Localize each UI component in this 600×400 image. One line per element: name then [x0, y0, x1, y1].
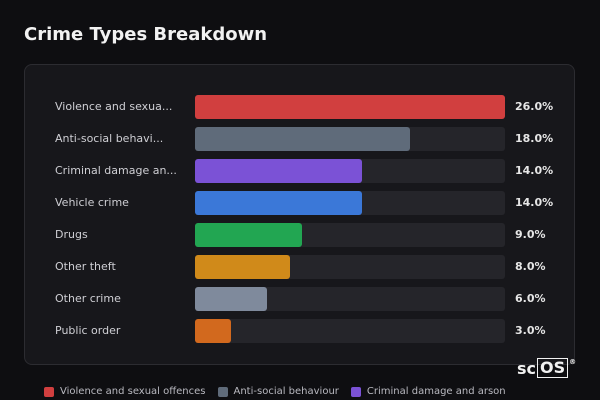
chart-title: Crime Types Breakdown	[24, 24, 268, 45]
legend-swatch	[350, 386, 361, 397]
bar-value-label: 3.0%	[515, 324, 546, 337]
legend-swatch	[217, 386, 228, 397]
bar-label: Violence and sexua...	[55, 100, 173, 113]
legend-item: Violence and sexual offences	[44, 386, 206, 397]
logo-registered-mark: ®	[569, 358, 577, 366]
bar	[195, 255, 291, 279]
legend-item: Criminal damage and arson	[350, 386, 506, 397]
bar-label: Other theft	[55, 260, 116, 273]
bar	[195, 191, 362, 215]
bar-row: Criminal damage an... 14.0%	[25, 159, 574, 183]
bar-track	[195, 191, 505, 215]
scos-logo: sc OS ®	[517, 358, 576, 378]
bar-row: Drugs 9.0%	[25, 223, 574, 247]
bar-label: Anti-social behavi...	[55, 132, 164, 145]
bar-value-label: 9.0%	[515, 228, 546, 241]
bar-row: Violence and sexua... 26.0%	[25, 95, 574, 119]
logo-text: sc	[517, 358, 537, 378]
chart-panel: Violence and sexua... 26.0% Anti-social be…	[24, 64, 575, 365]
bar-track	[195, 287, 505, 311]
bar-value-label: 14.0%	[515, 164, 554, 177]
bar-row: Anti-social behavi... 18.0%	[25, 127, 574, 151]
bar-value-label: 18.0%	[515, 132, 554, 145]
bar-row: Public order 3.0%	[25, 319, 574, 343]
bar-track	[195, 127, 505, 151]
bar-track	[195, 223, 505, 247]
logo-boxed-text: OS	[537, 358, 569, 378]
legend-label: Anti-social behaviour	[233, 386, 339, 397]
bar-track	[195, 159, 505, 183]
bar-value-label: 6.0%	[515, 292, 546, 305]
bar-track	[195, 255, 505, 279]
bar-row: Other theft 8.0%	[25, 255, 574, 279]
legend-item: Anti-social behaviour	[217, 386, 339, 397]
bar	[195, 127, 410, 151]
bar-label: Vehicle crime	[55, 196, 129, 209]
bar	[195, 95, 505, 119]
bar-value-label: 26.0%	[515, 100, 554, 113]
bar-row: Vehicle crime 14.0%	[25, 191, 574, 215]
bar	[195, 319, 231, 343]
bar-label: Criminal damage an...	[55, 164, 177, 177]
bar-label: Drugs	[55, 228, 88, 241]
bar-track	[195, 319, 505, 343]
legend-label: Criminal damage and arson	[366, 386, 506, 397]
bar	[195, 159, 362, 183]
legend-swatch	[44, 386, 54, 397]
bar-track	[195, 95, 505, 119]
bar-label: Public order	[55, 324, 121, 337]
legend-label: Violence and sexual offences	[60, 386, 206, 397]
bar-label: Other crime	[55, 292, 121, 305]
bar-rows: Violence and sexua... 26.0% Anti-social be…	[25, 65, 574, 364]
bar	[195, 223, 303, 247]
bar	[195, 287, 267, 311]
bar-value-label: 8.0%	[515, 260, 546, 273]
bar-value-label: 14.0%	[515, 196, 554, 209]
bar-row: Other crime 6.0%	[25, 287, 574, 311]
chart-legend: Violence and sexual offences Anti-social …	[44, 386, 506, 397]
